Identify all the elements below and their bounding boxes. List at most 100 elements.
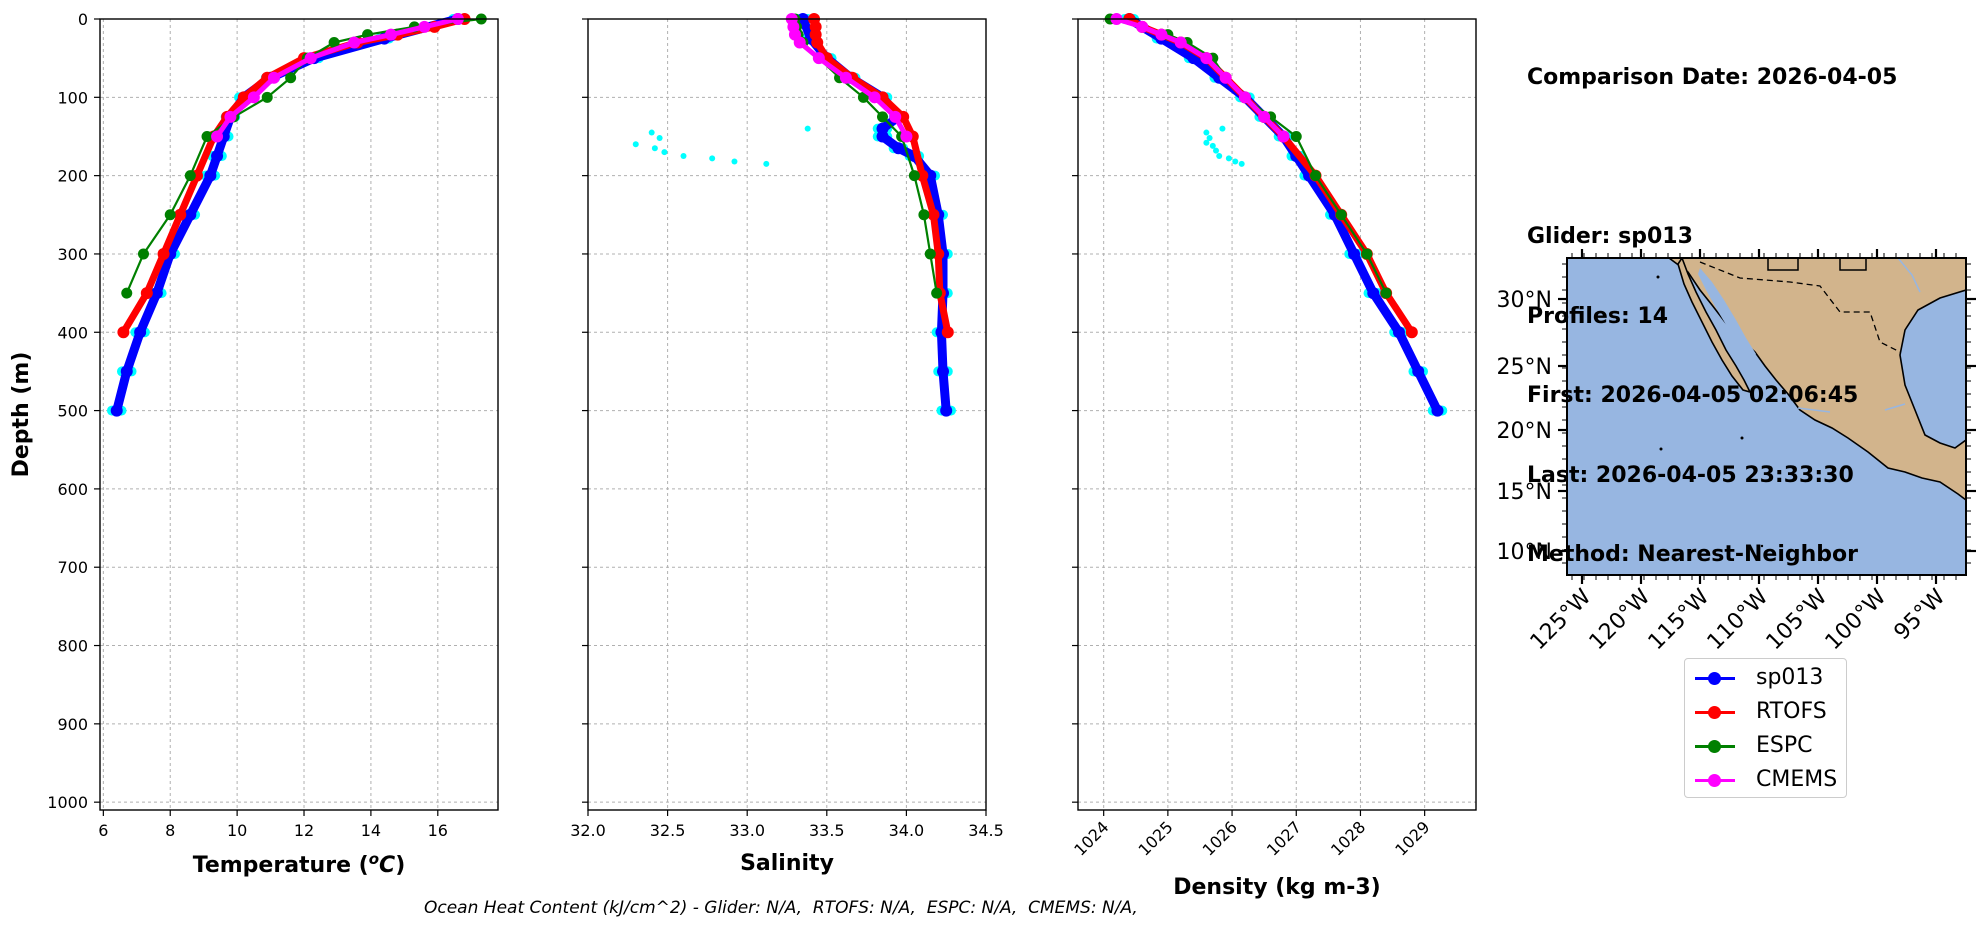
map-lon-label: 125°W <box>1526 584 1597 655</box>
island <box>1659 447 1663 451</box>
legend-entry-sp013: sp013 <box>1685 664 1845 694</box>
y-tick-label: 200 <box>57 167 88 186</box>
data-point-rtofs <box>157 247 170 260</box>
data-point-rtofs <box>941 326 954 339</box>
y-axis-label: Depth (m) <box>9 352 34 478</box>
data-point-espc <box>328 36 340 48</box>
x-axis-label: Density (kg m-3) <box>1173 875 1381 900</box>
data-point-rtofs <box>174 208 187 221</box>
data-point-cmems <box>267 71 280 84</box>
x-tick-label: 34.5 <box>968 821 1004 840</box>
data-point-espc <box>924 248 936 260</box>
x-tick-label: 1025 <box>1134 817 1176 859</box>
x-tick-label: 8 <box>165 821 175 840</box>
series-line-cmems <box>214 16 461 139</box>
raw-scatter-point <box>632 141 639 148</box>
data-point-cmems <box>1136 20 1149 33</box>
map-lon-label: 115°W <box>1644 584 1715 655</box>
y-tick-label: 500 <box>57 402 88 421</box>
temperature-panel: 0 100 200 300 400 500 600 700 800 900 1000 6 8 10 12 14… <box>9 10 499 878</box>
legend-entry-rtofs: RTOFS <box>1685 698 1845 728</box>
series-line-sp013 <box>1124 14 1442 416</box>
map-lat-label: 20°N <box>1497 419 1552 444</box>
raw-scatter-point <box>763 160 770 167</box>
data-point-espc <box>1335 209 1347 221</box>
raw-scatter-point <box>1213 147 1220 154</box>
island <box>1740 436 1744 440</box>
data-point-espc <box>121 287 133 299</box>
x-tick-label: 14 <box>361 821 381 840</box>
raw-scatter-point <box>1232 158 1239 165</box>
x-tick-label: 1029 <box>1391 817 1433 859</box>
data-point-sp013 <box>1392 326 1405 339</box>
island <box>1760 544 1764 548</box>
profile-count: Profiles: 14 <box>1527 303 1669 329</box>
data-point-espc <box>1380 287 1392 299</box>
data-point-cmems <box>1258 110 1271 123</box>
data-point-cmems <box>384 28 397 41</box>
last-time: Last: 2026-04-05 23:33:30 <box>1527 462 1854 488</box>
legend-marker <box>1708 774 1721 787</box>
data-point-espc <box>261 91 273 103</box>
x-tick-label: 1028 <box>1327 817 1369 859</box>
x-axis-label: Temperature (oC) <box>193 850 406 878</box>
legend-marker <box>1708 706 1721 719</box>
data-point-cmems <box>900 130 913 143</box>
data-point-espc <box>184 170 196 182</box>
raw-scatter-point <box>651 145 658 152</box>
data-point-rtofs <box>811 36 824 49</box>
method: Method: Nearest-Neighbor <box>1527 542 1858 567</box>
comparison-date: Comparison Date: 2026-04-05 <box>1527 65 1898 90</box>
plot-frame <box>1077 18 1477 811</box>
data-point-espc <box>931 287 943 299</box>
data-point-rtofs <box>916 169 929 182</box>
raw-scatter-point <box>1216 153 1223 160</box>
data-point-rtofs <box>117 326 130 339</box>
raw-scatter-point <box>1225 155 1232 162</box>
data-point-sp013 <box>120 365 133 378</box>
raw-scatter-point <box>1219 125 1226 132</box>
legend-marker <box>1708 672 1721 685</box>
data-point-sp013 <box>134 326 147 339</box>
data-point-sp013 <box>1367 287 1380 300</box>
ohc-footer: Ocean Heat Content (kJ/cm^2) - Glider: N… <box>424 898 1138 918</box>
legend: sp013 RTOFS ESPC CMEMS <box>1684 658 1847 798</box>
data-point-espc <box>285 72 297 84</box>
density-panel: 1024 1025 1026 1027 1028 1029 Density (kg m-3) <box>1070 13 1477 900</box>
first-time: First: 2026-04-05 02:06:45 <box>1527 383 1859 408</box>
baja-california <box>1677 258 1752 394</box>
x-tick-label: 6 <box>98 821 108 840</box>
comparison-info: Comparison Date: 2026-04-05 Glider: sp01… <box>1527 12 1897 595</box>
data-point-sp013 <box>211 150 224 163</box>
data-point-sp013 <box>892 142 905 155</box>
data-point-sp013 <box>110 404 123 417</box>
data-point-espc <box>1290 130 1302 142</box>
data-point-cmems <box>889 110 902 123</box>
y-tick-label: 600 <box>57 480 88 499</box>
map-lon-label: 95°W <box>1890 584 1951 645</box>
legend-label: sp013 <box>1756 665 1824 690</box>
data-point-cmems <box>1174 36 1187 49</box>
x-tick-label: 32.5 <box>650 821 686 840</box>
data-point-cmems <box>793 36 806 49</box>
data-point-cmems <box>348 36 361 49</box>
raw-scatter-point <box>731 158 738 165</box>
map-lat-label: 30°N <box>1497 288 1552 313</box>
map-lon-label: 105°W <box>1762 584 1833 655</box>
data-point-cmems <box>868 91 881 104</box>
legend-entry-espc: ESPC <box>1685 732 1845 762</box>
rivers <box>1797 258 1921 413</box>
data-point-espc <box>164 209 176 221</box>
sea-of-cortez <box>1698 268 1756 360</box>
y-tick-label: 900 <box>57 715 88 734</box>
legend-entry-cmems: CMEMS <box>1685 766 1845 796</box>
y-tick-label: 400 <box>57 323 88 342</box>
y-tick-label: 800 <box>57 637 88 656</box>
plot-frame <box>587 18 987 811</box>
data-point-rtofs <box>1405 326 1418 339</box>
raw-scatter-point <box>661 149 668 156</box>
raw-scatter-point <box>648 129 655 136</box>
raw-scatter-point <box>709 155 716 162</box>
data-point-sp013 <box>1431 404 1444 417</box>
